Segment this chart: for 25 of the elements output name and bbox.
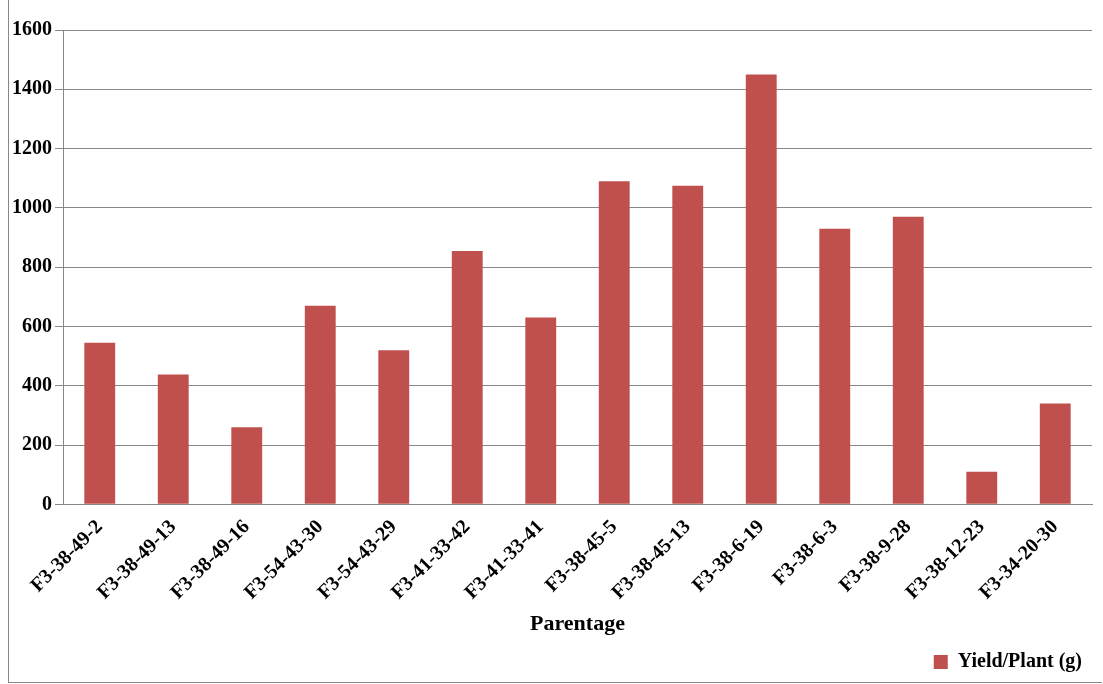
y-tick-label: 1000 — [12, 195, 52, 218]
bar — [598, 181, 630, 504]
bar — [304, 305, 336, 504]
bar — [378, 350, 410, 504]
bar — [157, 374, 189, 504]
bar — [672, 185, 704, 504]
y-tick-label: 800 — [22, 254, 52, 277]
bar — [819, 228, 851, 504]
bar — [231, 427, 263, 504]
x-axis-title: Parentage — [530, 610, 626, 636]
y-tick-label: 1200 — [12, 135, 52, 158]
y-tick-label: 1600 — [12, 17, 52, 40]
bar — [525, 317, 557, 504]
bar — [745, 74, 777, 504]
y-tick-label: 200 — [22, 432, 52, 455]
legend-label: Yield/Plant (g) — [957, 649, 1082, 673]
bar — [451, 250, 483, 504]
y-tick-label: 0 — [42, 491, 52, 514]
y-tick-label: 600 — [22, 313, 52, 336]
bar — [966, 471, 998, 504]
y-tick-label: 1400 — [12, 76, 52, 99]
bar — [84, 342, 116, 504]
y-tick-label: 400 — [22, 372, 52, 395]
bar — [892, 216, 924, 504]
bar — [1039, 403, 1071, 504]
